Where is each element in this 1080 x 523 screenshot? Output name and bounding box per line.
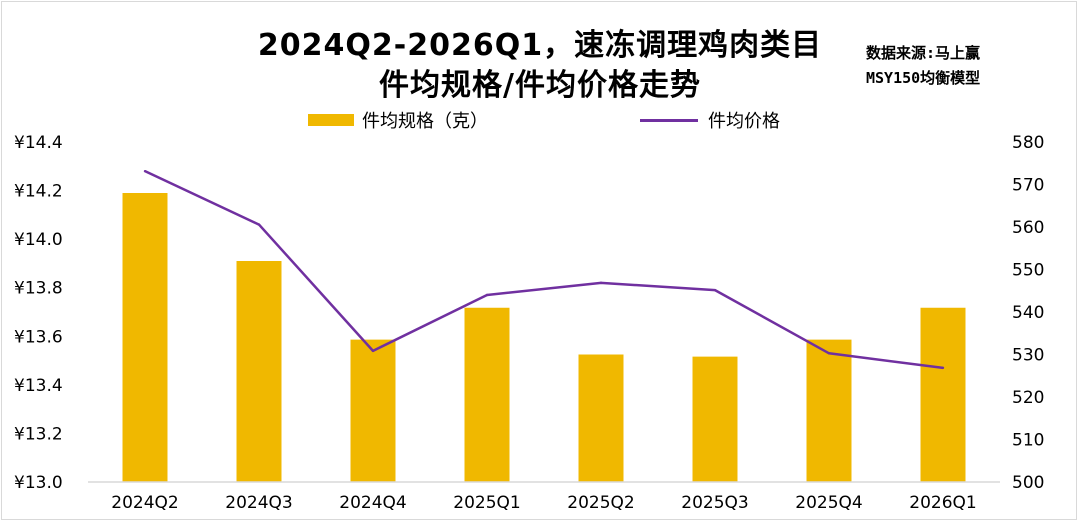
y-right-tick-label: 540 — [1012, 303, 1044, 323]
bar — [236, 261, 282, 482]
bar — [578, 354, 624, 482]
x-tick-label: 2024Q4 — [339, 493, 406, 513]
y-left-tick-label: ¥13.8 — [14, 279, 63, 299]
x-tick-label: 2026Q1 — [909, 493, 976, 513]
y-right-tick-label: 520 — [1012, 388, 1044, 408]
y-right-tick-label: 510 — [1012, 431, 1044, 451]
legend-bar-label: 件均规格（克） — [362, 111, 488, 132]
x-tick-label: 2025Q2 — [567, 493, 634, 513]
line-point — [371, 349, 375, 353]
bar — [464, 307, 510, 482]
line-point — [257, 223, 261, 226]
line-point — [599, 281, 603, 285]
x-tick-label: 2024Q2 — [111, 493, 178, 513]
y-left-tick-label: ¥13.4 — [14, 376, 63, 396]
y-left-tick-label: ¥14.4 — [14, 133, 63, 153]
y-right-tick-label: 550 — [1012, 261, 1044, 281]
data-source-label: 数据来源:马上赢 — [866, 44, 981, 62]
bar — [920, 307, 966, 482]
legend-item-bar: 件均规格（克） — [308, 108, 488, 132]
price-line — [144, 170, 944, 370]
line-point — [485, 293, 489, 297]
line-point — [941, 366, 945, 370]
y-left-tick-label: ¥13.2 — [14, 424, 63, 444]
legend-line-label: 件均价格 — [708, 111, 780, 132]
y-right-tick-label: 560 — [1012, 218, 1044, 238]
line-point — [713, 288, 717, 292]
y-right-tick-label: 570 — [1012, 176, 1044, 196]
bar — [692, 356, 738, 482]
bar — [122, 193, 168, 482]
x-tick-label: 2025Q4 — [795, 493, 862, 513]
legend-line-swatch — [640, 118, 698, 122]
line-point — [827, 352, 831, 355]
x-tick-label: 2024Q3 — [225, 493, 292, 513]
y-right-tick-label: 530 — [1012, 346, 1044, 366]
x-tick-label: 2025Q3 — [681, 493, 748, 513]
y-left-tick-label: ¥14.2 — [14, 182, 63, 202]
chart-title-line1: 2024Q2-2026Q1，速冻调理鸡肉类目 — [257, 28, 823, 63]
data-model-label: MSY150均衡模型 — [866, 69, 981, 87]
y-right-tick-label: 580 — [1012, 133, 1044, 153]
y-left-tick-label: ¥13.6 — [14, 327, 63, 347]
legend-item-line: 件均价格 — [640, 108, 780, 132]
bar — [350, 339, 396, 482]
x-tick-label: 2025Q1 — [453, 493, 520, 513]
y-right-tick-label: 500 — [1012, 473, 1044, 493]
y-left-tick-label: ¥14.0 — [14, 230, 63, 250]
y-left-tick-label: ¥13.0 — [14, 473, 63, 493]
line-point — [143, 169, 147, 173]
bar — [806, 339, 852, 482]
legend-bar-swatch — [308, 114, 354, 126]
chart-title-line2: 件均规格/件均价格走势 — [379, 68, 701, 103]
